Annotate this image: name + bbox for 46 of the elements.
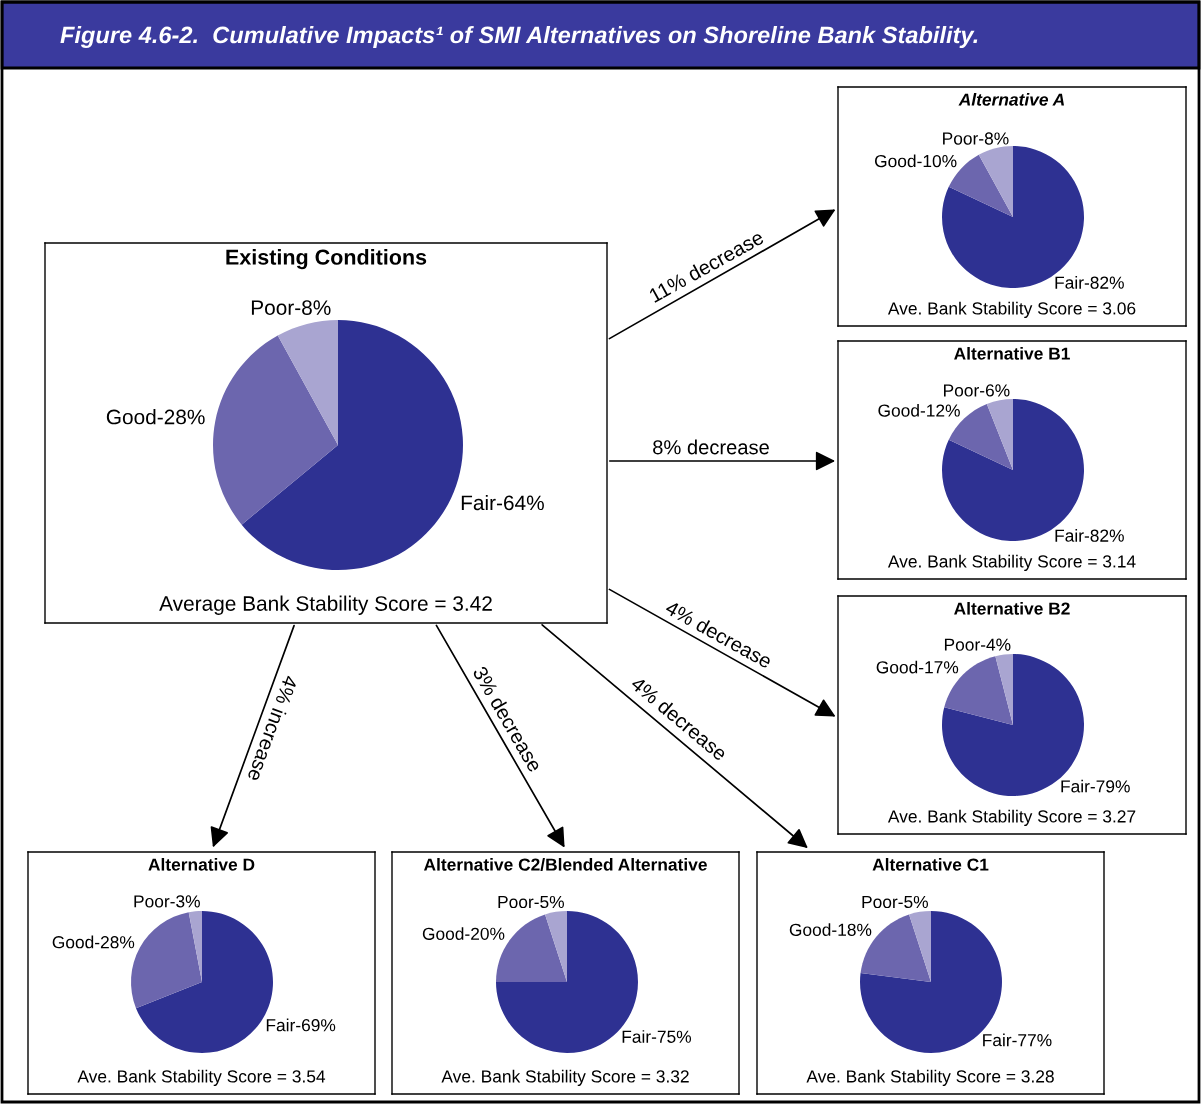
slice-label: Fair-75%	[622, 1030, 692, 1043]
pie-slice	[986, 399, 1013, 470]
pie-slice	[213, 335, 338, 525]
chart-title: Alternative C2/Blended Alternative	[423, 858, 707, 871]
text: 8% decrease	[653, 439, 769, 455]
slice-label: Good-10%	[874, 154, 957, 168]
pie-slice	[277, 320, 338, 445]
slice-label: Poor-5%	[498, 895, 564, 909]
chart-title: Alternative B2	[954, 602, 1070, 615]
text: Average Bank Stability Score = 3.42	[159, 595, 492, 615]
text: Ave. Bank Stability Score = 3.27	[887, 809, 1136, 826]
slice-label: Poor-4%	[944, 638, 1011, 651]
slice-label: Fair-77%	[983, 1033, 1052, 1047]
slice-label: Poor-8%	[943, 132, 1009, 145]
text: Figure 4.6-2. Cumulative Impacts¹ of SMI Alternatives on Shoreline Bank Stability.	[60, 26, 978, 48]
slice-label: Good-28%	[52, 935, 135, 949]
chart-title: Existing Conditions	[226, 249, 427, 270]
chart-title: Alternative D	[148, 858, 255, 871]
slice-label: Good-17%	[876, 660, 959, 674]
slice-label: Fair-69%	[266, 1018, 336, 1032]
slice-label: Good-18%	[789, 923, 872, 936]
slice-label: Fair-79%	[1061, 779, 1130, 793]
chart-title: Alternative A	[958, 93, 1064, 106]
text: Ave. Bank Stability Score = 3.14	[887, 554, 1136, 571]
slice-label: Good-20%	[422, 927, 505, 940]
pie-slice	[241, 320, 463, 570]
text: Ave. Bank Stability Score = 3.32	[441, 1069, 689, 1086]
pie-slice	[978, 146, 1013, 217]
pie-slice	[188, 911, 202, 982]
text: Ave. Bank Stability Score = 3.54	[77, 1069, 326, 1086]
slice-label: Poor-6%	[944, 384, 1010, 397]
pie-slice	[995, 654, 1013, 725]
chart-title: Alternative B1	[954, 347, 1070, 360]
pie-slice	[545, 911, 567, 982]
slice-label: Poor-5%	[862, 895, 928, 909]
slice-label: Fair-64%	[461, 494, 544, 511]
slice-label: Good-12%	[878, 403, 960, 417]
text: Ave. Bank Stability Score = 3.28	[806, 1069, 1054, 1086]
text: Ave. Bank Stability Score = 3.06	[887, 301, 1136, 318]
slice-label: Fair-82%	[1055, 276, 1124, 289]
slice-label: Fair-82%	[1055, 529, 1124, 542]
slice-label: Poor-8%	[251, 300, 331, 315]
slice-label: Poor-3%	[134, 895, 200, 908]
chart-title: Alternative C1	[872, 858, 989, 871]
slice-label: Good-28%	[106, 409, 205, 425]
pie-slice	[909, 911, 931, 982]
